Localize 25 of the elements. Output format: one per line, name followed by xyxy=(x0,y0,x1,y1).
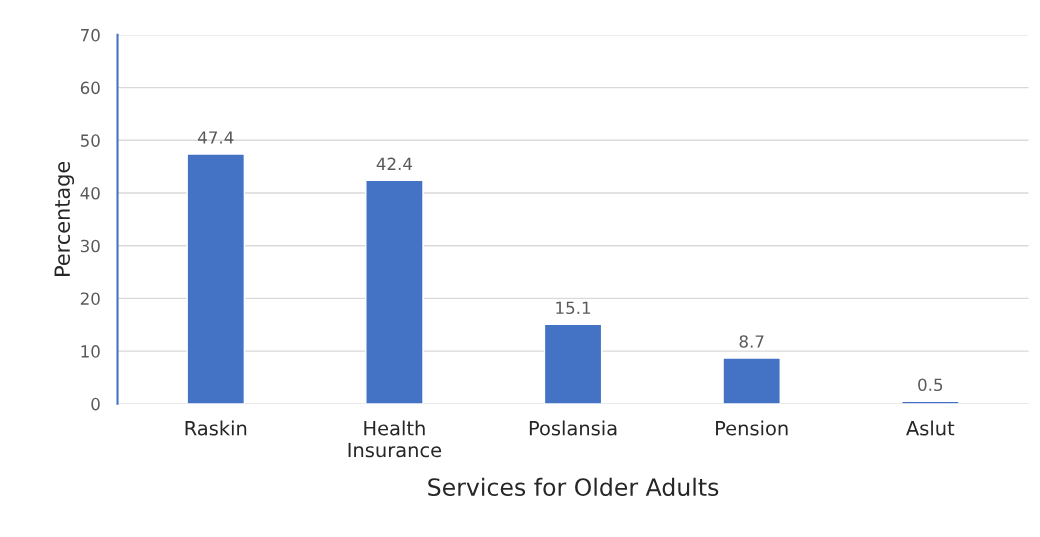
bar xyxy=(365,179,424,404)
bar xyxy=(722,357,781,404)
y-tick-label: 60 xyxy=(80,81,100,95)
data-label: 15.1 xyxy=(556,301,591,315)
x-tick-label: Health Insurance xyxy=(348,420,442,458)
bar xyxy=(543,323,603,404)
y-axis-title: Percentage xyxy=(54,161,75,276)
y-tick-label: 20 xyxy=(80,292,100,305)
x-tick-label: Pension xyxy=(716,420,788,436)
bar xyxy=(901,400,960,404)
data-label: 8.7 xyxy=(739,335,764,348)
x-axis-title: Services for Older Adults xyxy=(428,477,719,497)
x-tick-label: Aslut xyxy=(906,420,955,436)
y-tick-label: 50 xyxy=(80,134,100,147)
y-tick-label: 0 xyxy=(91,397,100,411)
y-tick-label: 70 xyxy=(81,28,100,42)
y-tick-label: 10 xyxy=(81,345,100,358)
data-label: 47.4 xyxy=(198,131,234,144)
x-tick-label: Raskin xyxy=(185,420,247,436)
bar xyxy=(186,153,246,404)
y-tick-label: 40 xyxy=(80,186,100,200)
data-label: 42.4 xyxy=(376,157,413,170)
x-tick-label: Poslansia xyxy=(529,420,617,436)
y-tick-label: 30 xyxy=(80,239,100,253)
data-label: 0.5 xyxy=(918,378,943,392)
